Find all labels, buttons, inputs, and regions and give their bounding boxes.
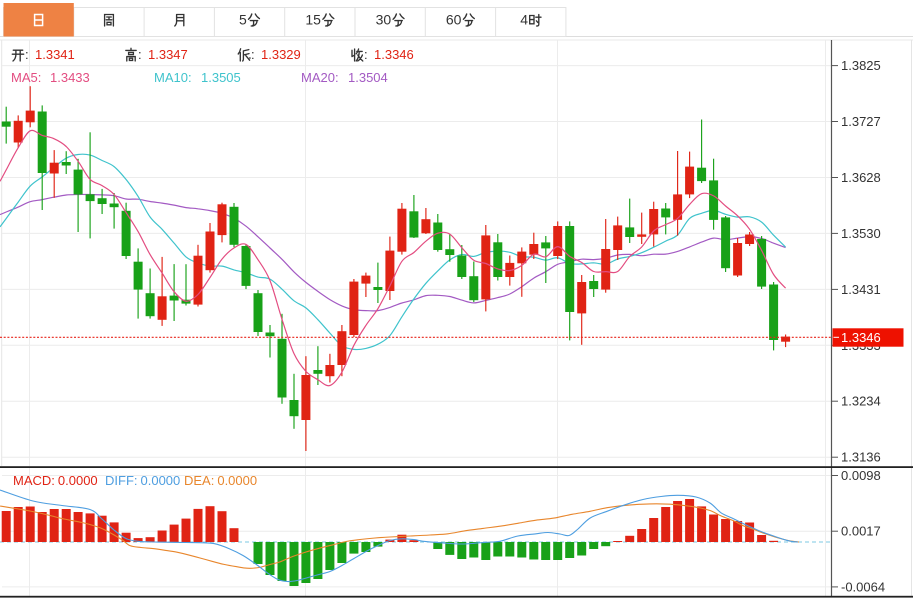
svg-text:MA5:: MA5: xyxy=(11,70,41,85)
svg-text:MA10:: MA10: xyxy=(154,70,192,85)
svg-text:1.3530: 1.3530 xyxy=(841,226,881,241)
svg-text:1.3329: 1.3329 xyxy=(261,47,301,62)
svg-text:30: 30 xyxy=(376,12,392,28)
svg-text:60: 60 xyxy=(446,12,462,28)
svg-text:1.3346: 1.3346 xyxy=(841,330,881,345)
svg-text::: : xyxy=(364,47,368,62)
svg-text:5: 5 xyxy=(239,12,247,28)
svg-text:1.3431: 1.3431 xyxy=(841,282,881,297)
svg-text:-0.0064: -0.0064 xyxy=(841,579,885,594)
svg-text:MA20:: MA20: xyxy=(301,70,339,85)
svg-text:1.3346: 1.3346 xyxy=(374,47,414,62)
svg-text:15: 15 xyxy=(305,12,321,28)
svg-text:4: 4 xyxy=(520,12,528,28)
svg-text:DIFF:0.0000: DIFF: 0.0000 xyxy=(105,473,180,488)
svg-text:1.3347: 1.3347 xyxy=(148,47,188,62)
svg-text:1.3433: 1.3433 xyxy=(50,70,90,85)
svg-text:1.3628: 1.3628 xyxy=(841,170,881,185)
svg-text::: : xyxy=(25,47,29,62)
svg-text:1.3341: 1.3341 xyxy=(35,47,75,62)
svg-text:0.0017: 0.0017 xyxy=(841,524,881,539)
svg-text::: : xyxy=(251,47,255,62)
svg-text:1.3136: 1.3136 xyxy=(841,450,881,465)
svg-text:DEA:0.0000: DEA: 0.0000 xyxy=(184,473,257,488)
svg-text:1.3234: 1.3234 xyxy=(841,394,881,409)
svg-text::: : xyxy=(138,47,142,62)
svg-text:1.3504: 1.3504 xyxy=(348,70,388,85)
svg-text:1.3727: 1.3727 xyxy=(841,114,881,129)
svg-text:1.3825: 1.3825 xyxy=(841,58,881,73)
svg-text:0.0098: 0.0098 xyxy=(841,468,881,483)
svg-text:1.3505: 1.3505 xyxy=(201,70,241,85)
